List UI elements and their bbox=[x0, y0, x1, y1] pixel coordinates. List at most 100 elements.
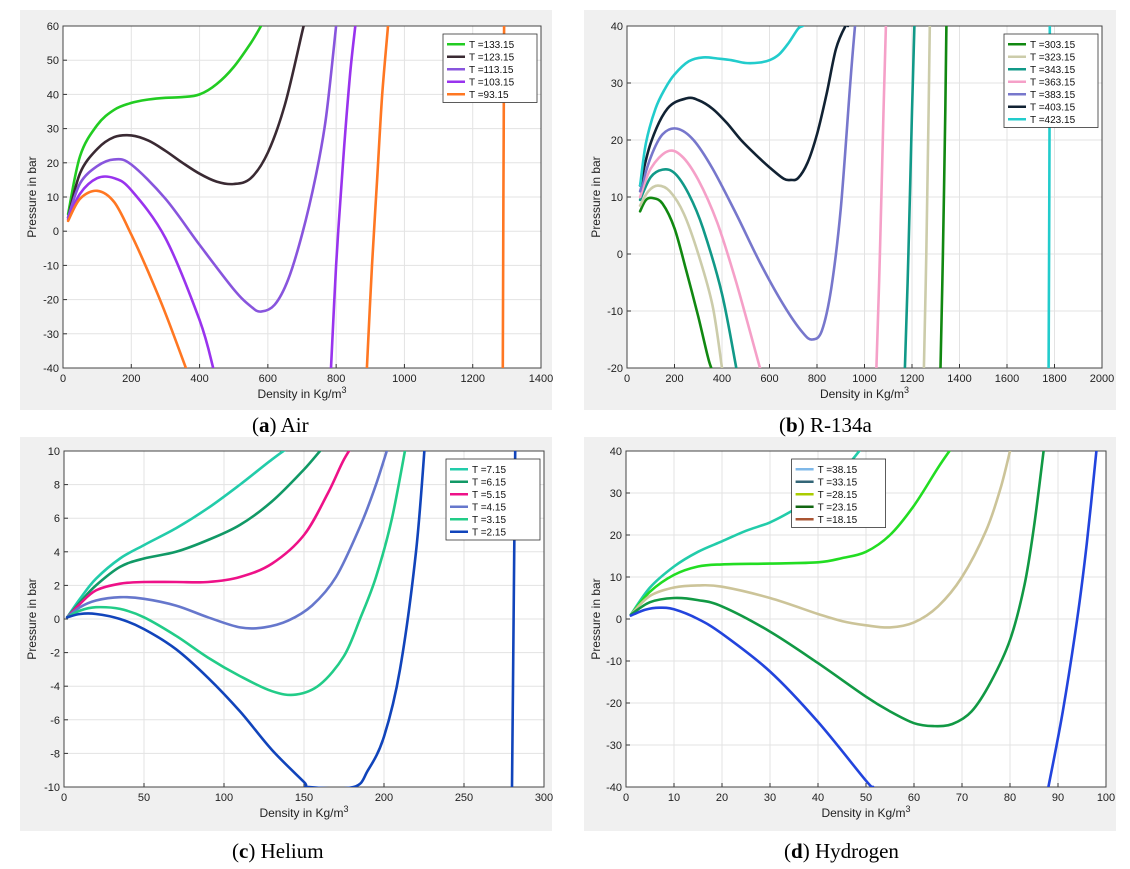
y-tick-label: -2 bbox=[50, 648, 60, 660]
series-line bbox=[65, 451, 351, 619]
y-tick-label: 20 bbox=[47, 158, 59, 170]
series-line bbox=[65, 451, 322, 619]
x-axis-label-superscript: 3 bbox=[906, 804, 911, 814]
x-tick-label: 1400 bbox=[947, 373, 971, 385]
y-tick-label: -4 bbox=[50, 681, 60, 693]
series-line bbox=[1047, 451, 1098, 787]
y-tick-label: 0 bbox=[53, 226, 59, 238]
series-line bbox=[638, 149, 762, 368]
y-axis-label: Pressure in bar bbox=[589, 156, 603, 237]
x-tick-label: 90 bbox=[1052, 792, 1064, 804]
y-tick-label: 50 bbox=[47, 55, 59, 67]
y-tick-label: 60 bbox=[47, 21, 59, 33]
x-tick-label: 250 bbox=[455, 792, 473, 804]
legend-label: T =5.15 bbox=[472, 490, 506, 501]
legend-label: T =113.15 bbox=[469, 65, 514, 76]
legend-label: T =303.15 bbox=[1030, 40, 1076, 51]
caption-open: ( bbox=[784, 839, 791, 863]
y-tick-label: 4 bbox=[54, 547, 60, 559]
x-tick-label: 100 bbox=[215, 792, 233, 804]
x-tick-label: 70 bbox=[956, 792, 968, 804]
x-tick-label: 0 bbox=[624, 373, 630, 385]
legend-label: T =38.15 bbox=[818, 465, 858, 476]
series-line bbox=[903, 26, 916, 368]
x-tick-label: 80 bbox=[1004, 792, 1016, 804]
x-tick-label: 20 bbox=[716, 792, 728, 804]
x-tick-label: 30 bbox=[764, 792, 776, 804]
legend-label: T =123.15 bbox=[469, 52, 515, 63]
y-tick-label: 20 bbox=[610, 530, 622, 542]
x-axis-label: Density in Kg/m3 bbox=[259, 804, 348, 820]
x-tick-label: 60 bbox=[908, 792, 920, 804]
legend-label: T =4.15 bbox=[472, 502, 506, 513]
y-tick-label: 0 bbox=[54, 614, 60, 626]
series-line bbox=[638, 196, 713, 368]
x-tick-label: 400 bbox=[713, 373, 731, 385]
x-tick-label: 50 bbox=[138, 792, 150, 804]
y-tick-label: 30 bbox=[47, 124, 59, 136]
series-group bbox=[66, 26, 506, 368]
legend-label: T =2.15 bbox=[472, 527, 506, 538]
caption-name: R-134a bbox=[809, 413, 872, 437]
series-line bbox=[65, 451, 407, 697]
series-line bbox=[629, 451, 952, 617]
x-axis-label-text: Density in Kg/m bbox=[820, 387, 904, 401]
legend-label: T =18.15 bbox=[818, 515, 858, 526]
y-tick-label: -20 bbox=[607, 363, 623, 375]
series-line bbox=[638, 26, 850, 187]
legend-label: T =383.15 bbox=[1030, 90, 1076, 101]
caption-letter: c bbox=[239, 839, 249, 863]
x-tick-label: 600 bbox=[760, 373, 778, 385]
y-tick-label: 10 bbox=[48, 446, 60, 458]
x-tick-label: 0 bbox=[623, 792, 629, 804]
series-line bbox=[66, 189, 188, 368]
caption-close: ) bbox=[248, 839, 256, 863]
x-axis-label: Density in Kg/m3 bbox=[821, 804, 910, 820]
series-line bbox=[65, 451, 426, 787]
x-tick-label: 150 bbox=[295, 792, 313, 804]
series-line bbox=[629, 606, 875, 787]
caption-close: ) bbox=[269, 413, 277, 437]
caption-letter: a bbox=[259, 413, 270, 437]
legend-label: T =3.15 bbox=[472, 515, 506, 526]
series-line bbox=[629, 451, 1012, 629]
x-axis-label-text: Density in Kg/m bbox=[259, 806, 343, 820]
x-tick-label: 0 bbox=[60, 373, 66, 385]
x-tick-label: 200 bbox=[375, 792, 393, 804]
series-line bbox=[65, 451, 286, 619]
legend-label: T =343.15 bbox=[1030, 65, 1076, 76]
legend-label: T =403.15 bbox=[1030, 102, 1076, 113]
legend-box bbox=[445, 458, 541, 541]
x-axis-label-text: Density in Kg/m bbox=[257, 387, 341, 401]
legend-label: T =423.15 bbox=[1030, 115, 1076, 126]
x-tick-label: 200 bbox=[122, 373, 140, 385]
y-tick-label: 2 bbox=[54, 580, 60, 592]
x-tick-label: 1800 bbox=[1042, 373, 1066, 385]
y-tick-label: -6 bbox=[50, 715, 60, 727]
series-group bbox=[65, 451, 517, 787]
legend-label: T =28.15 bbox=[818, 490, 858, 501]
y-tick-label: -10 bbox=[44, 782, 60, 794]
caption-open: ( bbox=[232, 839, 239, 863]
x-tick-label: 50 bbox=[860, 792, 872, 804]
x-axis-label-superscript: 3 bbox=[344, 804, 349, 814]
series-line bbox=[638, 26, 857, 341]
y-tick-label: 30 bbox=[611, 78, 623, 90]
caption-close: ) bbox=[797, 413, 805, 437]
y-tick-label: 10 bbox=[610, 572, 622, 584]
x-axis-label: Density in Kg/m3 bbox=[820, 385, 909, 401]
x-tick-label: 100 bbox=[1097, 792, 1115, 804]
y-tick-label: 40 bbox=[47, 89, 59, 101]
series-line bbox=[365, 26, 390, 368]
series-line bbox=[638, 168, 738, 368]
y-tick-label: -20 bbox=[606, 698, 622, 710]
y-tick-label: 0 bbox=[617, 249, 623, 261]
caption-open: ( bbox=[779, 413, 786, 437]
series-line bbox=[638, 26, 805, 187]
series-line bbox=[66, 175, 215, 368]
axes-frame bbox=[62, 25, 542, 369]
chart-r-134a: 0 200 400 600 800 1000 1200 1400 1600 1800 2000-20… bbox=[584, 10, 1116, 410]
axes-frame bbox=[626, 25, 1103, 369]
